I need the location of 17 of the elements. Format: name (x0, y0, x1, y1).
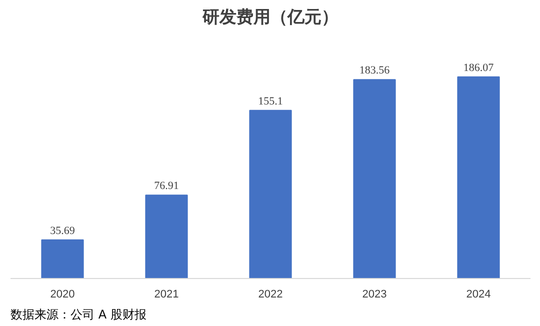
bar (457, 76, 500, 278)
bar (145, 194, 188, 278)
x-tick-label: 2021 (154, 288, 179, 300)
x-tick-label: 2020 (50, 288, 75, 300)
bar (41, 239, 84, 278)
source-note: 数据来源：公司 A 股财报 (10, 308, 146, 322)
data-label: 35.69 (50, 224, 76, 237)
data-label: 186.07 (463, 62, 494, 74)
x-tick-label: 2023 (362, 288, 387, 300)
x-tick-label: 2024 (466, 288, 491, 300)
bar (249, 110, 292, 278)
x-tick-label: 2022 (258, 288, 283, 300)
chart-title: 研发费用（亿元） (202, 8, 338, 28)
data-label: 76.91 (154, 180, 179, 192)
data-label: 155.1 (258, 95, 283, 108)
data-label: 183.56 (359, 64, 390, 77)
bar (353, 79, 396, 278)
